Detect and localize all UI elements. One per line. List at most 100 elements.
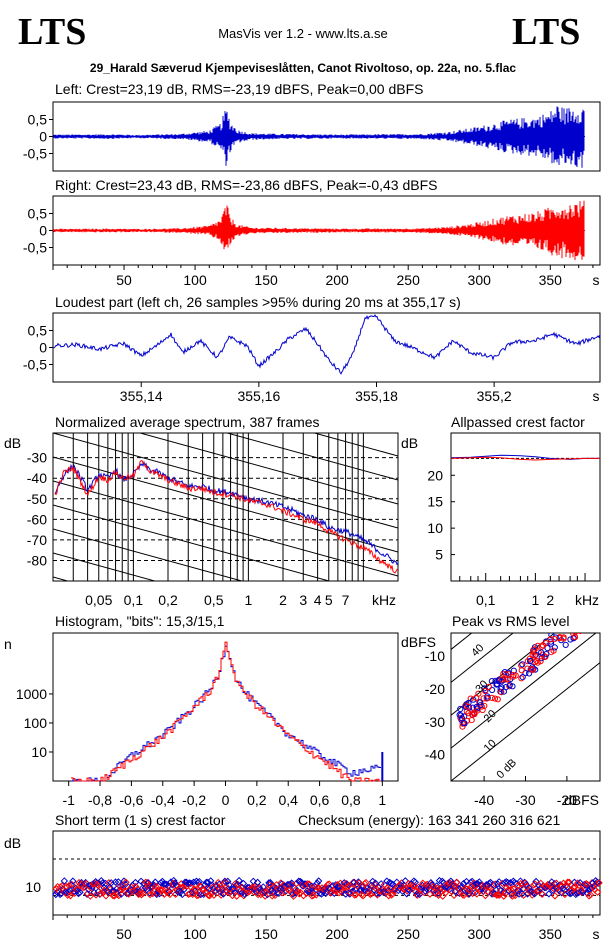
spectrum-slope-line (138, 433, 398, 505)
spectrum-line-left (54, 460, 398, 566)
short-term-point-right (152, 882, 160, 891)
short-term-xtick-label: 300 (468, 926, 492, 942)
allpassed-xtick-label: 0,1 (476, 592, 496, 608)
allpassed-ytick-label: 20 (427, 467, 443, 483)
short-term-point-right (573, 879, 582, 887)
short-term-point-left (60, 877, 69, 885)
spectrum-frame (52, 432, 399, 582)
peak-vs-rms-point (538, 655, 545, 662)
peak-vs-rms-point (530, 646, 538, 653)
short-term-point-left (76, 888, 84, 897)
peak-vs-rms-point (494, 696, 501, 703)
peak-vs-rms-point (529, 652, 536, 659)
peak-vs-rms-point (542, 640, 549, 647)
short-term-point-left (204, 878, 212, 887)
spectrum-title: Normalized average spectrum, 387 frames (55, 414, 320, 430)
short-term-point-left (235, 876, 243, 885)
short-term-point-left (422, 884, 431, 893)
short-term-point-right (441, 889, 450, 897)
logo-left: LTS (18, 11, 86, 53)
short-term-point-right (564, 878, 572, 886)
short-term-xtick-label: 150 (254, 926, 278, 942)
checksum-label: Checksum (energy): 163 341 260 316 621 (298, 812, 560, 828)
short-term-crest-frame (52, 830, 601, 916)
peak-vs-rms-ytick-label: -30 (425, 714, 445, 730)
short-term-point-left (252, 888, 260, 896)
short-term-point-right (453, 878, 461, 887)
right-waveform-xtick-label: 150 (254, 272, 278, 288)
short-term-xtick-label: 50 (116, 926, 132, 942)
peak-vs-rms-point (505, 669, 512, 676)
allpassed-xtick-label: 2 (546, 592, 554, 608)
short-term-point-right (217, 891, 225, 899)
spectrum-slope-line (53, 313, 398, 408)
allpassed-xtick-label: 1 (531, 592, 539, 608)
peak-vs-rms-ytick-label: -10 (425, 648, 445, 664)
short-term-point-right (167, 884, 176, 893)
short-term-point-left (69, 877, 77, 885)
right-waveform-xtick-label: 300 (468, 272, 492, 288)
spectrum-slope-line (53, 504, 331, 581)
histogram-xtick-label: -0,4 (151, 792, 175, 808)
right-waveform-xtick-label: s (593, 272, 600, 288)
peak-vs-rms-point (575, 625, 580, 630)
short-term-point-right (210, 891, 218, 899)
spectrum-xtick-label: 5 (325, 592, 333, 608)
right-waveform-xtick-label: 100 (183, 272, 207, 288)
histogram-xtick-label: -0,6 (119, 792, 143, 808)
short-term-point-left (197, 890, 205, 899)
peak-vs-rms-point (518, 667, 525, 674)
short-term-point-left (249, 877, 258, 886)
histogram-xtick-label: 0,6 (310, 792, 330, 808)
peak-vs-rms-point (457, 705, 464, 713)
peak-vs-rms-point (510, 672, 517, 679)
spectrum-line-right (54, 460, 398, 574)
short-term-point-left (266, 879, 275, 887)
peak-vs-rms-point (538, 643, 545, 650)
short-term-point-left (432, 882, 441, 890)
short-term-ylabel: dB (4, 835, 21, 851)
short-term-point-right (309, 891, 318, 900)
short-term-point-right (156, 886, 164, 894)
short-term-point-right (96, 890, 105, 898)
short-term-point-right (569, 883, 578, 892)
peak-vs-rms-point (571, 633, 579, 640)
short-term-point-right (431, 889, 440, 898)
short-term-point-left (282, 887, 290, 895)
short-term-point-right (122, 878, 130, 886)
allpassed-crest-frame (450, 432, 601, 582)
short-term-xtick-label: 250 (397, 926, 421, 942)
peak-vs-rms-xlabel: dBFS (564, 792, 599, 808)
peak-vs-rms-point (571, 621, 576, 626)
short-term-point-left (80, 880, 88, 888)
histogram-xtick-label: 0 (222, 792, 230, 808)
short-term-point-right (204, 891, 212, 899)
peak-vs-rms-plot (451, 621, 600, 781)
peak-vs-rms-point (491, 695, 499, 702)
spectrum-xtick-label: 0,05 (85, 592, 112, 608)
spectrum-slope-line (53, 552, 157, 581)
short-term-point-right (166, 890, 174, 899)
peak-vs-rms-point (575, 624, 580, 629)
peak-vs-rms-diag-label: 10 (482, 737, 499, 754)
spectrum-xtick-label: 2 (279, 592, 287, 608)
peak-vs-rms-point (482, 687, 489, 695)
spectrum-slope-line (53, 528, 244, 581)
short-term-point-left (131, 878, 140, 887)
short-term-point-left (411, 878, 420, 886)
short-term-point-left (221, 877, 229, 885)
short-term-point-right (348, 884, 356, 893)
peak-vs-rms-point (465, 710, 472, 717)
peak-vs-rms-point (492, 677, 499, 684)
loudest-part-title: Loudest part (left ch, 26 samples >95% d… (55, 294, 461, 310)
peak-vs-rms-crest-line (451, 633, 556, 716)
short-term-point-right (493, 891, 501, 899)
short-term-point-left (563, 883, 572, 891)
short-term-point-right (551, 892, 559, 900)
spectrum-ytick-label: -70 (27, 532, 47, 548)
peak-vs-rms-point (570, 635, 577, 642)
peak-vs-rms-point (481, 702, 488, 710)
spectrum-xtick-label: 1 (244, 592, 252, 608)
short-term-point-right (214, 878, 222, 887)
